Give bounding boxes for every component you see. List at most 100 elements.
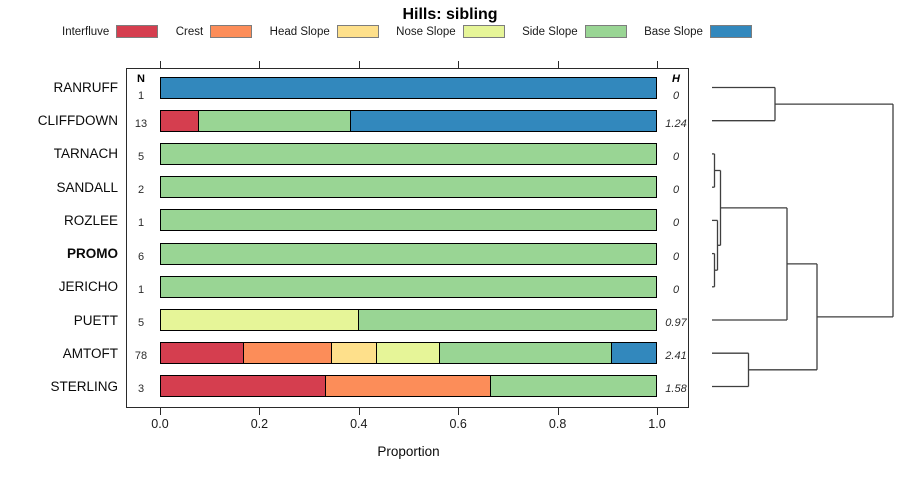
x-tick-label: 0.2 <box>250 417 269 431</box>
legend-item: Crest <box>175 25 253 38</box>
x-tick-top <box>259 61 261 68</box>
legend-swatch <box>116 25 159 38</box>
legend-item: Interfluve <box>62 25 159 38</box>
row-n-value: 1 <box>137 217 145 230</box>
stacked-bar <box>160 142 657 165</box>
bar-segment <box>161 143 656 164</box>
stacked-bar <box>160 342 657 365</box>
bar-segment <box>440 343 612 364</box>
row-label: JERICHO <box>58 279 118 295</box>
x-tick-top <box>657 61 658 68</box>
row-label: SANDALL <box>56 179 118 195</box>
bar-segment <box>161 110 200 131</box>
legend-label: Side Slope <box>522 25 578 38</box>
bar-segment <box>161 177 656 198</box>
legend-swatch <box>210 25 253 38</box>
legend-item: Nose Slope <box>396 25 505 38</box>
row-label: PROMO <box>66 246 118 262</box>
row-n-value: 5 <box>137 317 145 330</box>
stacked-bar <box>160 209 657 232</box>
row-n-value: 1 <box>137 89 145 102</box>
row-h-value: 0 <box>672 89 680 102</box>
bar-segment <box>199 110 352 131</box>
legend-swatch <box>462 25 505 38</box>
row-n-value: 6 <box>137 250 145 263</box>
x-tick-label: 0.8 <box>548 417 567 431</box>
row-n-value: 1 <box>137 283 145 296</box>
row-n-value: 3 <box>137 383 145 396</box>
bar-segment <box>611 343 656 364</box>
legend-item: Head Slope <box>270 25 379 38</box>
n-column-header: N <box>137 73 145 85</box>
x-tick-label: 0.4 <box>350 417 368 431</box>
bar-segment <box>161 310 359 331</box>
legend: Interfluve Crest Head Slope Nose Slope Side … <box>62 25 752 38</box>
x-tick-top <box>358 61 360 68</box>
x-tick-top <box>557 61 559 68</box>
x-tick-label: 0.6 <box>449 417 467 431</box>
row-label: PUETT <box>73 312 118 328</box>
stacked-bar <box>160 375 657 398</box>
row-label: CLIFFDOWN <box>37 113 118 129</box>
legend-swatch <box>336 25 379 38</box>
legend-swatch <box>709 25 752 38</box>
x-tick <box>657 408 658 415</box>
bar-segment <box>359 310 656 331</box>
row-h-value: 0 <box>672 184 680 197</box>
legend-label: Nose Slope <box>396 25 456 38</box>
bar-segment <box>161 210 656 231</box>
stacked-bar <box>160 176 657 199</box>
bar-segment <box>161 243 656 264</box>
x-tick <box>458 408 460 415</box>
stacked-bar <box>160 275 657 298</box>
legend-label: Crest <box>175 25 204 38</box>
legend-label: Base Slope <box>644 25 703 38</box>
bar-segment <box>243 343 333 364</box>
x-tick <box>358 408 360 415</box>
bar-segment <box>161 376 326 397</box>
bar-segment <box>161 343 244 364</box>
legend-label: Head Slope <box>269 25 330 38</box>
stacked-bar <box>160 109 657 132</box>
plot-box <box>126 68 689 408</box>
row-h-value: 0 <box>672 283 680 296</box>
x-tick-label: 1.0 <box>648 417 666 431</box>
x-tick-top <box>160 61 161 68</box>
stacked-bar <box>160 76 657 99</box>
row-h-value: 0 <box>672 150 680 163</box>
row-h-value: 2.41 <box>665 350 687 363</box>
x-tick-label: 0.0 <box>151 417 169 431</box>
row-h-value: 0 <box>672 217 680 230</box>
row-label: AMTOFT <box>62 345 118 361</box>
bar-segment <box>376 343 441 364</box>
row-n-value: 2 <box>137 184 145 197</box>
x-tick <box>160 408 161 415</box>
x-axis-label: Proportion <box>377 444 440 459</box>
legend-item: Base Slope <box>644 25 752 38</box>
x-tick-top <box>458 61 460 68</box>
row-h-value: 1.24 <box>665 117 687 130</box>
legend-label: Interfluve <box>62 25 110 38</box>
bar-segment <box>351 110 656 131</box>
row-h-value: 0.97 <box>665 317 687 330</box>
row-label: RANRUFF <box>53 80 119 95</box>
legend-item: Side Slope <box>522 25 627 38</box>
row-n-value: 5 <box>137 150 145 163</box>
bar-segment <box>332 343 377 364</box>
bar-segment <box>325 376 491 397</box>
bar-segment <box>161 77 656 98</box>
x-tick <box>557 408 559 415</box>
row-n-value: 78 <box>134 350 148 363</box>
bar-segment <box>490 376 656 397</box>
chart-title: Hills: sibling <box>402 6 498 23</box>
stacked-bar <box>160 242 657 265</box>
legend-swatch <box>584 25 627 38</box>
bar-segment <box>161 276 656 297</box>
row-label: TARNACH <box>53 146 118 162</box>
row-label: STERLING <box>50 378 118 394</box>
row-n-value: 13 <box>134 117 148 130</box>
stacked-bar <box>160 309 657 332</box>
x-tick <box>259 408 261 415</box>
